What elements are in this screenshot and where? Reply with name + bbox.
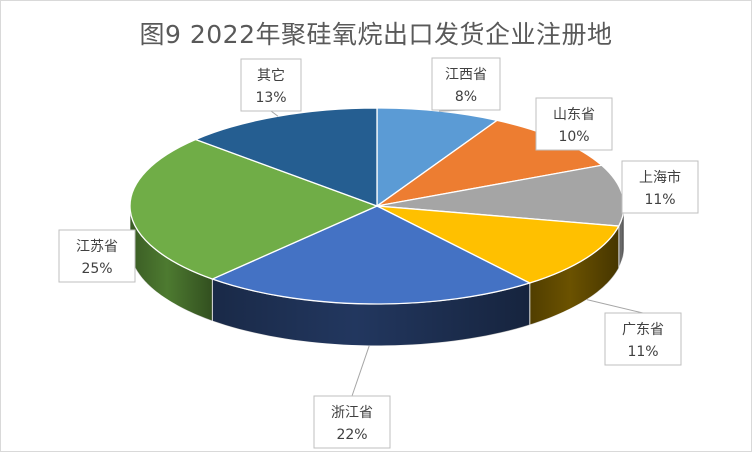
pie-slice-7 [193, 107, 378, 207]
data-label-name-5: 浙江省 [331, 405, 373, 421]
data-label-box-3 [621, 160, 699, 214]
leader-line-4 [586, 299, 644, 314]
pie-sides [129, 205, 625, 347]
pie-slice-5 [210, 205, 532, 305]
data-label-value-5: 22% [336, 427, 367, 443]
pie-side-shade-6 [130, 206, 213, 322]
data-label-value-3: 11% [644, 192, 675, 208]
pie-slice-4 [376, 205, 620, 284]
pie-side-shade-4 [529, 226, 619, 326]
data-label-name-6: 江苏省 [76, 239, 118, 255]
data-labels: 江西省 8% 山东省 10% 上海市 11% 广东省 11% 浙江省 22% 江苏省 25% 其它 13% [58, 57, 699, 449]
chart-title: 图9 2022年聚硅氧烷出口发货企业注册地 [139, 20, 613, 49]
pie-side-shade-3 [618, 206, 624, 269]
data-label-box-1 [431, 57, 501, 111]
data-label-value-4: 11% [627, 344, 658, 360]
data-label-box-4 [604, 312, 682, 366]
data-label-box-2 [535, 97, 613, 151]
data-label-name-4: 广东省 [622, 322, 664, 338]
data-label-value-2: 10% [558, 129, 589, 145]
leader-line-7 [270, 110, 279, 117]
data-label-box-7 [240, 58, 302, 112]
pie-slice-6 [129, 138, 379, 280]
data-label-value-7: 13% [255, 90, 286, 106]
data-label-name-3: 上海市 [639, 169, 681, 186]
leader-line-5 [351, 345, 370, 397]
data-label-name-1: 江西省 [445, 67, 487, 83]
data-label-name-7: 其它 [257, 67, 285, 84]
data-label-box-5 [313, 395, 391, 449]
data-label-value-6: 25% [81, 261, 112, 277]
pie-slices [129, 107, 625, 305]
data-label-name-2: 山东省 [553, 107, 595, 123]
pie-side-shade-5 [212, 279, 530, 346]
data-label-box-6 [58, 229, 136, 283]
data-label-value-1: 8% [455, 89, 477, 105]
